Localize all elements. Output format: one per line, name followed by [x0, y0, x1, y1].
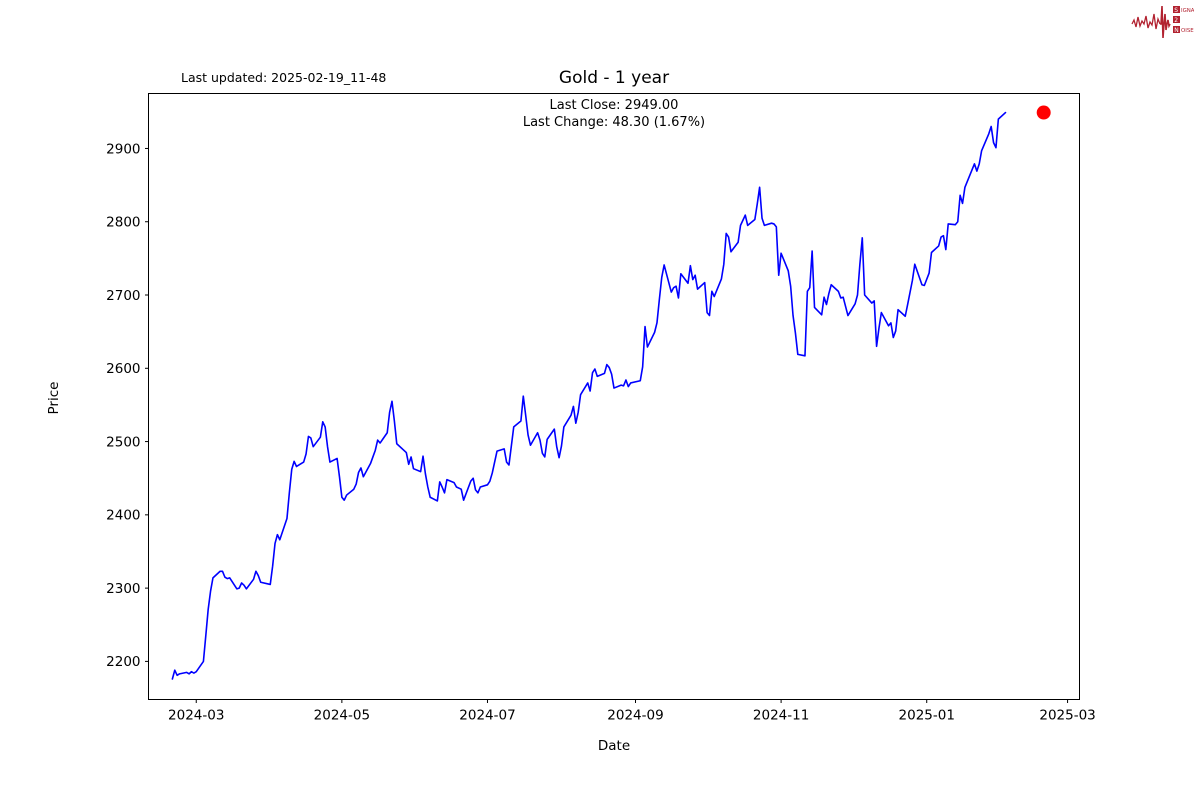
svg-text:S: S	[1174, 7, 1178, 14]
logo-wordmark: S IGNAL 2 N OISE	[1173, 6, 1198, 34]
svg-text:2024-11: 2024-11	[753, 708, 809, 724]
svg-text:2900: 2900	[106, 141, 140, 157]
svg-text:2024-09: 2024-09	[607, 708, 663, 724]
svg-text:IGNAL: IGNAL	[1181, 8, 1194, 14]
svg-text:2024-03: 2024-03	[168, 708, 224, 724]
price-series-line	[171, 111, 1007, 680]
svg-text:OISE: OISE	[1181, 28, 1194, 34]
svg-text:2025-03: 2025-03	[1039, 708, 1095, 724]
waveform-icon	[1131, 5, 1171, 39]
last-close-marker	[1036, 105, 1051, 120]
svg-text:2400: 2400	[106, 508, 140, 524]
axes-frame	[148, 93, 1080, 700]
svg-text:2024-05: 2024-05	[314, 708, 370, 724]
last-change-text: Last Change: 48.30 (1.67%)	[522, 115, 706, 130]
svg-text:2300: 2300	[106, 581, 140, 597]
svg-text:2024-07: 2024-07	[459, 708, 515, 724]
svg-text:2025-01: 2025-01	[899, 708, 955, 724]
last-close-text: Last Close: 2949.00	[549, 98, 679, 113]
svg-text:2200: 2200	[106, 654, 140, 670]
x-axis-ticks: 2024-03 2024-05 2024-07 2024-09 2024-11 2025-…	[168, 699, 1096, 724]
page-title: Gold - 1 year	[558, 68, 670, 88]
svg-text:2500: 2500	[106, 434, 140, 450]
svg-text:2: 2	[1174, 17, 1178, 24]
y-axis-ticks: 2200 2300 2400 2500 2600 2700 2800 2900	[106, 141, 149, 670]
last-updated-text: Last updated: 2025-02-19_11-48	[181, 70, 387, 85]
x-axis-label: Date	[597, 738, 631, 754]
svg-text:2800: 2800	[106, 215, 140, 231]
svg-text:2600: 2600	[106, 361, 140, 377]
svg-text:N: N	[1174, 27, 1179, 34]
svg-text:2700: 2700	[106, 288, 140, 304]
signal-2-noise-logo: S IGNAL 2 N OISE	[1130, 2, 1198, 44]
